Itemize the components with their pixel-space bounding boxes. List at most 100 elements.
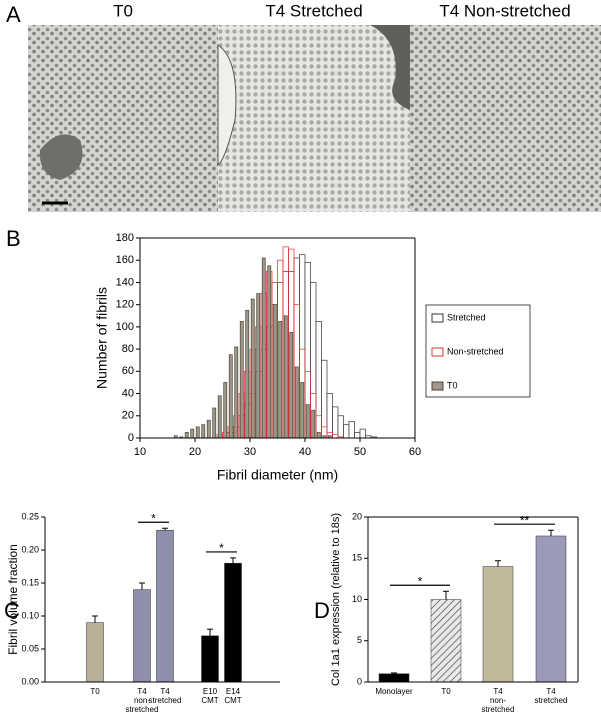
y-tick-label: 0.15 [21,577,39,587]
x-tick-label: 10 [134,446,146,458]
y-tick-label: 100 [116,321,134,333]
histogram-bar [305,404,310,439]
x-tick-label: T4 [546,687,556,696]
significance-mark: * [418,574,423,588]
x-tick-label: stretched [149,696,182,705]
histogram-bar [212,407,217,439]
cell-body [217,44,237,166]
histogram-bar [316,432,321,439]
y-tick-label: 20 [122,410,134,422]
y-tick-label: 60 [122,365,134,377]
bar [430,599,462,683]
x-tick-label: non- [490,696,506,705]
bar [535,535,567,683]
y-tick-label: 40 [122,387,134,399]
y-tick-label: 0.05 [21,643,39,653]
y-tick-label: 0.20 [21,544,39,554]
x-tick-label: E14 [226,687,241,696]
y-tick-label: 0.25 [21,511,39,521]
histogram-bar [283,315,288,439]
histogram-bar [294,366,299,439]
x-tick-label: T0 [441,687,451,696]
y-tick-label: 10 [352,594,362,604]
cell-body [39,134,83,180]
y-tick-label: 120 [116,299,134,311]
histogram-bar [223,382,228,439]
x-tick-label: 50 [354,446,366,458]
histogram-bar [267,265,272,439]
legend-swatch [431,347,444,357]
y-axis-title: Number of fibrils [94,287,110,389]
x-tick-label: 30 [244,446,256,458]
histogram-bar [184,432,189,439]
bar [224,562,242,683]
x-tick-label: stretched [482,705,515,712]
significance-mark: ** [520,513,530,527]
legend-swatch [431,313,444,323]
x-tick-label: Monolayer [375,687,413,696]
x-tick-label: 60 [409,446,421,458]
image-title: T4 Stretched [265,1,362,20]
y-tick-label: 0 [128,432,134,444]
significance-mark: * [151,511,156,525]
y-tick-label: 80 [122,343,134,355]
y-tick-label: 15 [352,553,362,563]
histogram-bar [234,346,239,439]
histogram-bar [278,320,283,439]
bar [133,589,151,683]
micrograph [410,25,601,212]
image-title: T4 Non-stretched [439,1,570,20]
image-title: T0 [113,1,133,20]
x-tick-label: stretched [126,705,159,712]
histogram-bar [256,293,261,439]
bar [201,635,219,683]
histogram-bar [250,298,255,439]
histogram-bar [228,354,233,439]
histogram-bar [321,359,328,439]
x-tick-label: non- [134,696,150,705]
histogram-bar [315,320,322,439]
histogram-bar [272,304,277,439]
histogram-bar [326,393,333,439]
y-tick-label: 0 [357,676,362,686]
bar [156,529,174,683]
legend-swatch [431,381,444,391]
significance-mark: * [219,541,224,555]
micrograph [218,25,410,212]
histogram-bar [311,409,316,439]
histogram-bar [343,424,350,439]
x-tick-label: stretched [535,696,568,705]
x-tick-label: T4 [160,687,170,696]
legend-label: Stretched [447,312,486,322]
histogram-bar [239,320,244,439]
x-tick-label: 40 [299,446,311,458]
legend-box [425,304,531,398]
y-tick-label: 140 [116,276,134,288]
bar [86,622,104,683]
histogram-bar [337,415,344,439]
x-tick-label: CMT [224,696,241,705]
x-tick-label: T0 [90,687,100,696]
bar [482,566,514,683]
y-axis-title: Fibril volume fraction [6,544,20,655]
histogram-bar [190,428,195,439]
histogram-bar [217,395,222,439]
y-tick-label: 0.10 [21,610,39,620]
histogram-bar [300,382,305,439]
histogram-bar [332,406,339,439]
y-tick-label: 160 [116,254,134,266]
y-tick-label: 20 [352,511,362,521]
histogram-bar [201,424,206,439]
panel-label: A [6,2,21,27]
bar [378,673,410,683]
x-tick-label: CMT [201,696,218,705]
x-tick-label: T4 [493,687,503,696]
cell-body [370,25,410,110]
histogram-bar [195,426,200,439]
y-tick-label: 5 [357,635,362,645]
histogram-bar [245,309,250,439]
x-tick-label: E10 [203,687,218,696]
legend-label: Non-stretched [447,346,504,356]
histogram-bar [261,257,266,439]
